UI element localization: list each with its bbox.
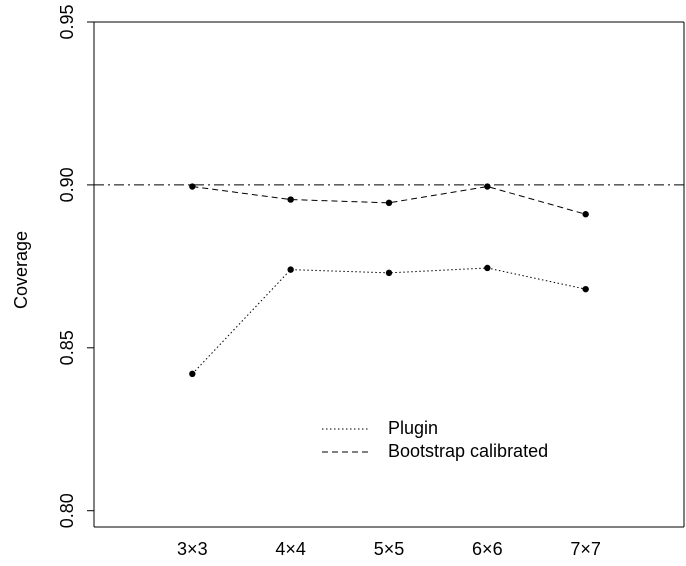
x-tick-label: 7×7 [570,539,601,559]
data-point [287,196,294,203]
y-tick-label: 0.90 [57,167,77,202]
y-tick-label: 0.80 [57,493,77,528]
data-point [189,183,196,190]
data-point [287,266,294,273]
series-line [191,267,586,375]
series-plugin [189,264,589,378]
axes: 0.80 0.85 0.90 0.95 3×3 4×4 5×5 6×6 7×7 [57,4,685,559]
data-point [582,211,589,218]
data-point [385,269,393,277]
legend-label: Bootstrap calibrated [388,441,548,461]
y-tick-label: 0.95 [57,4,77,39]
data-point [189,370,196,378]
data-point [385,199,393,207]
x-tick-label: 3×3 [177,539,208,559]
data-point [484,183,491,190]
series-layer [189,183,589,378]
legend-label: Plugin [388,418,438,438]
series-line [192,186,586,215]
x-tick-label: 6×6 [472,539,503,559]
legend: Plugin Bootstrap calibrated [322,418,548,461]
x-tick-label: 4×4 [275,539,306,559]
x-tick-label: 5×5 [374,539,405,559]
y-tick-label: 0.85 [57,330,77,365]
y-axis-label: Coverage [11,231,31,309]
data-point [484,264,491,272]
data-point [582,285,589,293]
series-bootstrap-calibrated [189,183,589,218]
